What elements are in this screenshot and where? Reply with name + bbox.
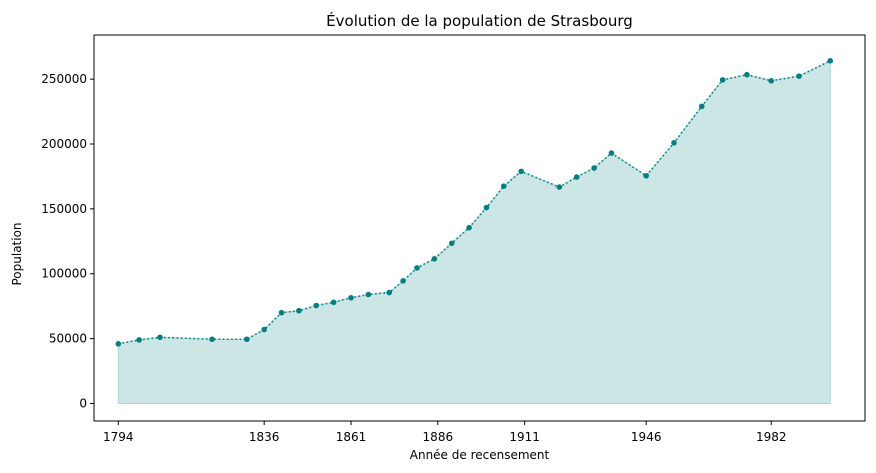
data-point xyxy=(744,71,750,78)
x-axis-ticks: 1794 1836 1861 1886 1911 1946 1982 xyxy=(103,421,787,444)
data-point xyxy=(643,172,650,179)
data-point xyxy=(719,77,726,83)
plot-frame xyxy=(93,34,866,422)
data-points xyxy=(115,58,834,347)
data-point xyxy=(431,256,438,262)
data-point xyxy=(261,326,267,333)
x-tick-label: 1911 xyxy=(509,430,540,444)
data-point xyxy=(244,336,250,343)
data-point xyxy=(296,307,302,314)
data-point xyxy=(608,150,615,156)
data-point xyxy=(386,289,393,296)
data-point xyxy=(414,265,420,271)
x-tick-label: 1836 xyxy=(249,430,280,444)
data-point xyxy=(671,140,677,146)
data-point xyxy=(796,73,802,79)
x-tick-label: 1946 xyxy=(631,430,662,444)
x-tick-label: 1794 xyxy=(103,430,134,444)
y-tick-label: 50000 xyxy=(49,332,87,346)
data-point xyxy=(157,334,163,341)
y-axis-label: Population xyxy=(10,222,24,285)
data-point xyxy=(591,165,597,171)
data-point xyxy=(698,103,705,110)
y-axis-ticks: 0 50000 100000 150000 200000 250000 xyxy=(41,72,94,410)
data-point xyxy=(573,174,580,180)
data-point xyxy=(518,168,524,175)
data-point xyxy=(483,204,490,211)
data-point xyxy=(348,294,354,301)
y-tick-label: 200000 xyxy=(41,137,87,151)
plot-area xyxy=(115,58,834,404)
data-point xyxy=(209,336,215,343)
y-tick-label: 0 xyxy=(79,396,87,410)
data-point xyxy=(501,183,507,189)
data-point xyxy=(556,184,563,190)
y-tick-label: 100000 xyxy=(41,267,87,281)
data-point xyxy=(768,78,775,84)
data-point xyxy=(448,240,455,247)
x-tick-label: 1886 xyxy=(423,430,454,444)
data-point xyxy=(330,299,337,306)
y-tick-label: 150000 xyxy=(41,202,87,216)
data-point xyxy=(115,341,122,347)
x-tick-label: 1982 xyxy=(756,430,787,444)
data-point xyxy=(278,309,285,316)
data-point xyxy=(313,302,320,309)
data-point xyxy=(136,337,142,343)
data-point xyxy=(827,58,834,64)
data-point xyxy=(466,224,472,231)
data-point xyxy=(365,291,372,298)
y-tick-label: 250000 xyxy=(41,72,87,86)
data-point xyxy=(400,278,406,284)
x-tick-label: 1861 xyxy=(336,430,367,444)
x-axis-label: Année de recensement xyxy=(410,448,550,462)
chart-title: Évolution de la population de Strasbourg xyxy=(326,11,633,30)
